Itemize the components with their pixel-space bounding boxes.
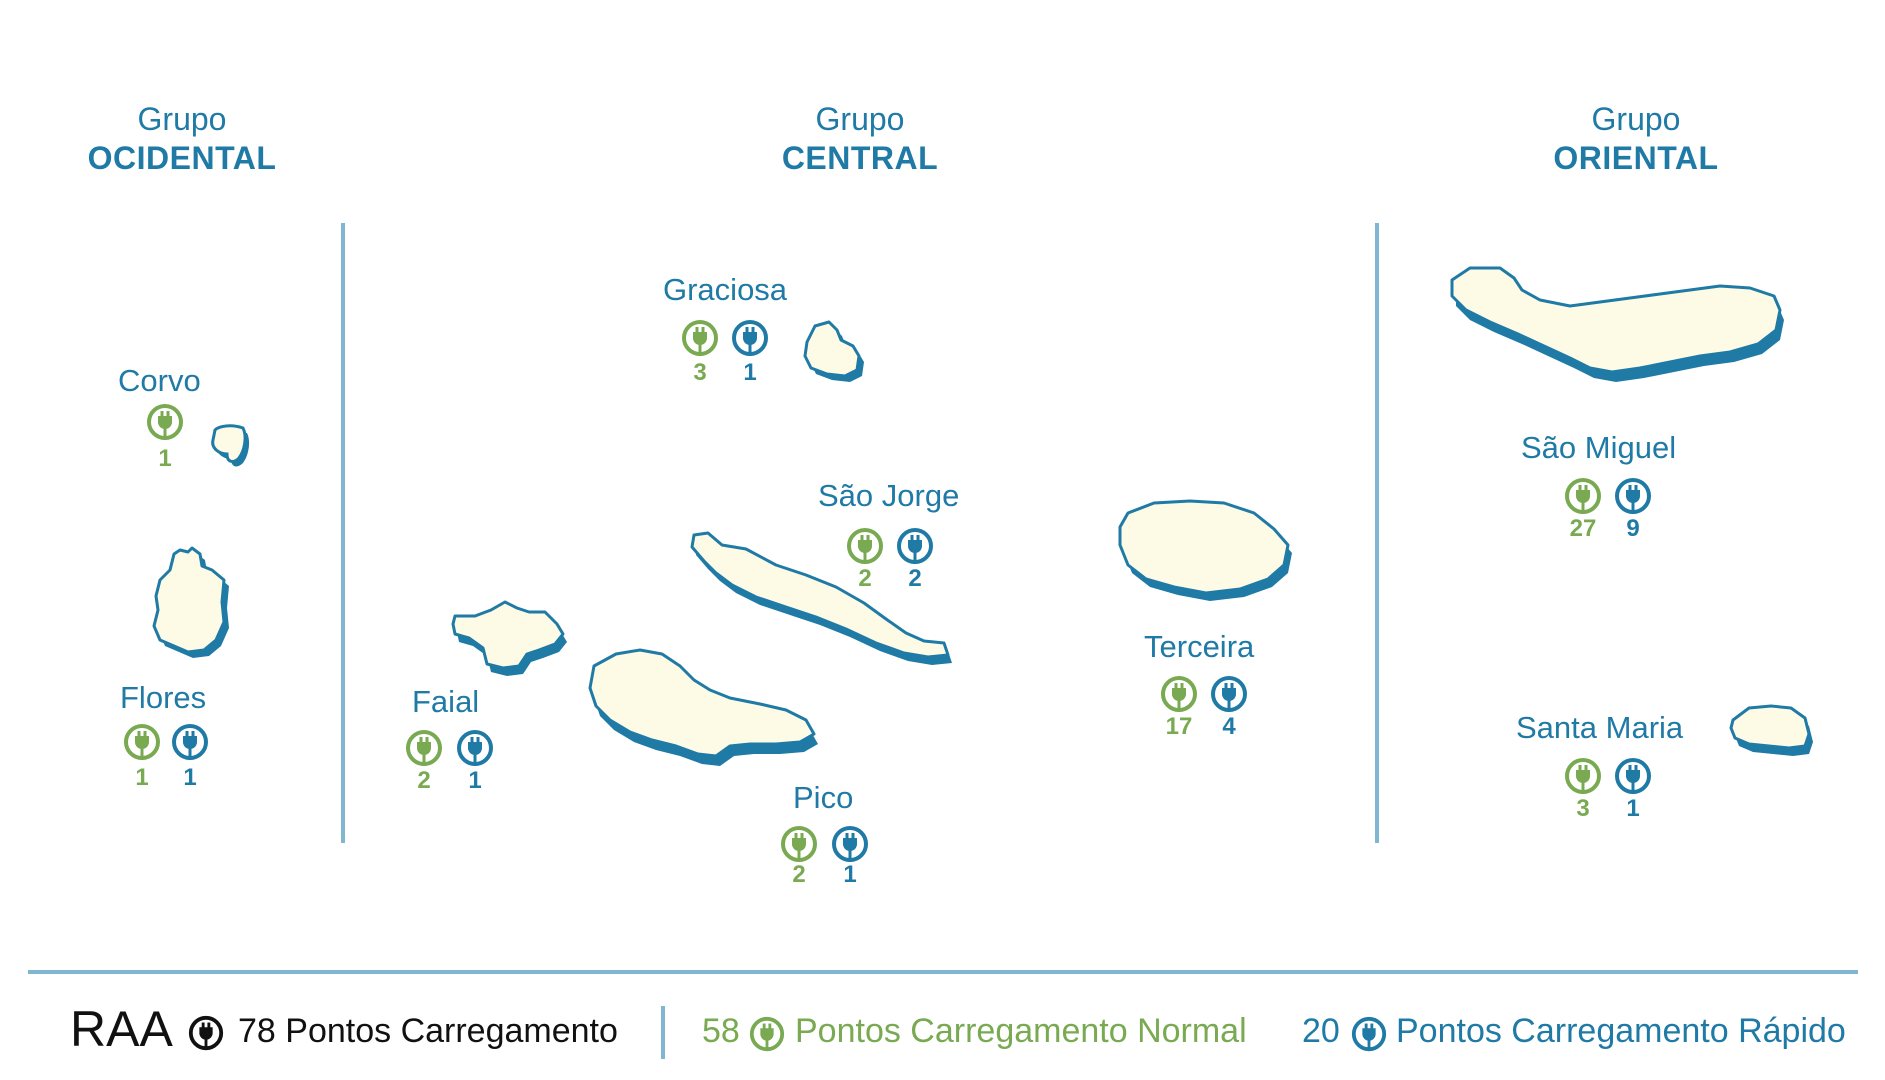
- footer-total: 78 Pontos Carregamento: [238, 1011, 618, 1051]
- island-sao-miguel-name: São Miguel: [1521, 430, 1677, 465]
- plug-icon-rapid: [895, 526, 935, 566]
- plug-icon-normal: [145, 402, 185, 442]
- island-pico-name: Pico: [793, 780, 854, 815]
- group-ocidental-line1: Grupo: [137, 101, 227, 137]
- island-graciosa-shape: [803, 320, 864, 382]
- flores-normal-count: 1: [135, 764, 149, 791]
- island-terceira-name: Terceira: [1144, 629, 1255, 664]
- island-faial-name: Faial: [412, 684, 480, 719]
- island-flores-name: Flores: [120, 680, 207, 715]
- plug-icon-rapid: [1613, 476, 1653, 516]
- island-santa-maria-name: Santa Maria: [1516, 710, 1684, 745]
- graciosa-normal-count: 3: [693, 359, 707, 386]
- flores-rapid-count: 1: [183, 764, 197, 791]
- group-central-line2: CENTRAL: [781, 140, 939, 176]
- footer-region-label: RAA: [70, 1001, 173, 1057]
- plug-icon-normal: [122, 722, 162, 762]
- plug-icon-normal: [404, 728, 444, 768]
- footer-normal-label: Pontos Carregamento Normal: [795, 1012, 1247, 1050]
- footer-rule: [28, 970, 1858, 974]
- group-oriental-header: Grupo ORIENTAL: [1486, 100, 1786, 178]
- faial-rapid-count: 1: [468, 767, 482, 794]
- plug-icon-rapid: [830, 824, 870, 864]
- footer-separator: [661, 1006, 665, 1059]
- footer-total-count: 78: [238, 1012, 276, 1050]
- terceira-normal-count: 17: [1165, 713, 1193, 740]
- group-divider-left: [341, 223, 345, 843]
- island-sao-jorge-name: São Jorge: [818, 478, 960, 513]
- group-oriental-line2: ORIENTAL: [1553, 140, 1719, 176]
- group-ocidental-header: Grupo OCIDENTAL: [32, 100, 332, 178]
- graciosa-rapid-count: 1: [743, 359, 757, 386]
- island-santa-maria-shape: [1729, 704, 1813, 756]
- santa-maria-normal-count: 3: [1576, 795, 1590, 822]
- group-central-line1: Grupo: [815, 101, 905, 137]
- sao-miguel-normal-count: 27: [1569, 515, 1597, 542]
- island-pico-shape: [588, 648, 818, 766]
- island-terceira-shape: [1118, 499, 1292, 601]
- pico-normal-count: 2: [792, 861, 806, 888]
- group-central-header: Grupo CENTRAL: [710, 100, 1010, 178]
- plug-icon-rapid: [170, 722, 210, 762]
- corvo-normal-count: 1: [158, 445, 172, 472]
- plug-icon-normal: [779, 824, 819, 864]
- island-flores-shape: [152, 546, 229, 658]
- plug-icon-normal: [1159, 674, 1199, 714]
- pico-rapid-count: 1: [843, 861, 857, 888]
- plug-icon-rapid: [455, 728, 495, 768]
- plug-icon-normal: [748, 1015, 786, 1053]
- plug-icon-total: [187, 1014, 225, 1052]
- plug-icon-normal: [1563, 756, 1603, 796]
- group-oriental-line1: Grupo: [1591, 101, 1681, 137]
- sao-miguel-rapid-count: 9: [1626, 515, 1640, 542]
- group-divider-right: [1375, 223, 1379, 843]
- plug-icon-normal: [1563, 476, 1603, 516]
- sao-jorge-rapid-count: 2: [908, 565, 922, 592]
- footer-normal-count: 58: [702, 1012, 740, 1050]
- plug-icon-normal: [680, 318, 720, 358]
- island-sao-jorge-shape: [690, 531, 952, 665]
- sao-jorge-normal-count: 2: [858, 565, 872, 592]
- footer-rapid-count: 20: [1302, 1012, 1340, 1050]
- island-sao-miguel-shape: [1450, 266, 1784, 382]
- santa-maria-rapid-count: 1: [1626, 795, 1640, 822]
- island-corvo-shape: [211, 424, 250, 467]
- island-corvo-name: Corvo: [118, 363, 201, 398]
- group-ocidental-line2: OCIDENTAL: [87, 140, 277, 176]
- terceira-rapid-count: 4: [1222, 713, 1236, 740]
- footer-total-label: Pontos Carregamento: [285, 1012, 618, 1050]
- island-graciosa-name: Graciosa: [663, 272, 788, 307]
- plug-icon-normal: [845, 526, 885, 566]
- island-faial-shape: [451, 600, 567, 676]
- plug-icon-rapid: [1209, 674, 1249, 714]
- plug-icon-rapid: [730, 318, 770, 358]
- faial-normal-count: 2: [417, 767, 431, 794]
- plug-icon-rapid: [1613, 756, 1653, 796]
- plug-icon-rapid: [1350, 1015, 1388, 1053]
- footer-rapid-label: Pontos Carregamento Rápido: [1396, 1012, 1846, 1050]
